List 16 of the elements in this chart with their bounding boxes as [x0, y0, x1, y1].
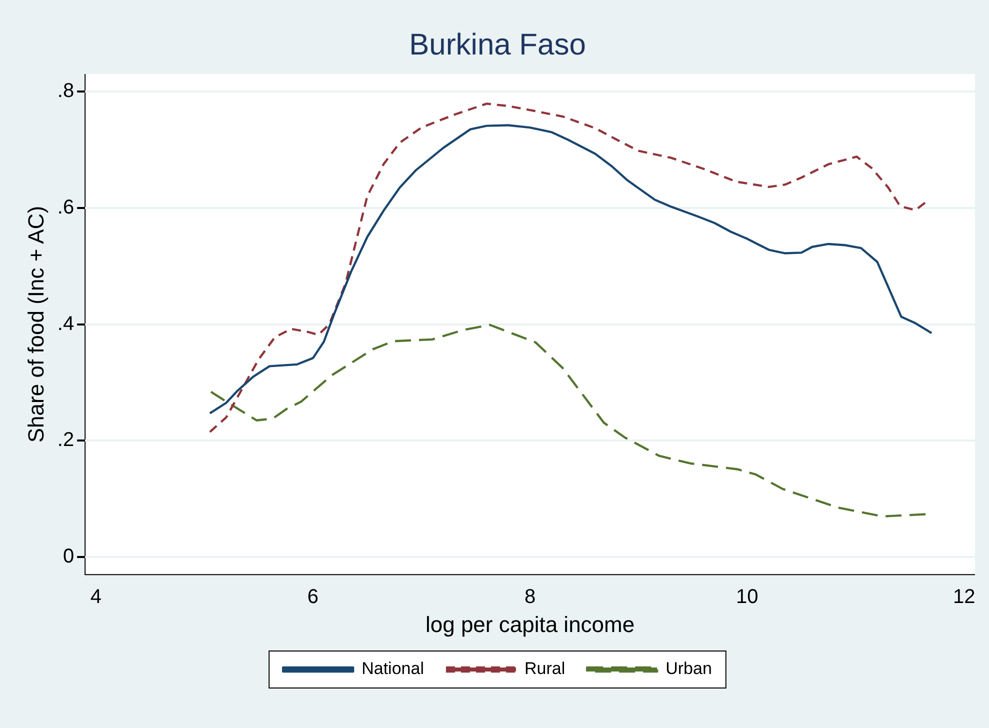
- legend-label: Rural: [524, 659, 566, 678]
- y-tick-label: .2: [57, 429, 74, 452]
- y-tick-label: .8: [57, 80, 74, 102]
- chart-title: Burkina Faso: [409, 28, 586, 62]
- y-tick-label: .4: [57, 312, 74, 335]
- x-tick-label: 8: [524, 586, 536, 608]
- y-tick-label: 0: [62, 546, 74, 568]
- x-tick-label: 6: [307, 586, 319, 608]
- legend-label: National: [362, 659, 424, 678]
- y-tick-label: .6: [57, 196, 74, 218]
- x-tick-label: 4: [90, 586, 102, 608]
- x-axis-title: log per capita income: [425, 612, 635, 637]
- legend-label: Urban: [666, 659, 712, 678]
- y-axis-title: Share of food (Inc + AC): [23, 206, 48, 443]
- x-tick-label: 12: [953, 586, 976, 608]
- x-tick-label: 10: [736, 586, 758, 608]
